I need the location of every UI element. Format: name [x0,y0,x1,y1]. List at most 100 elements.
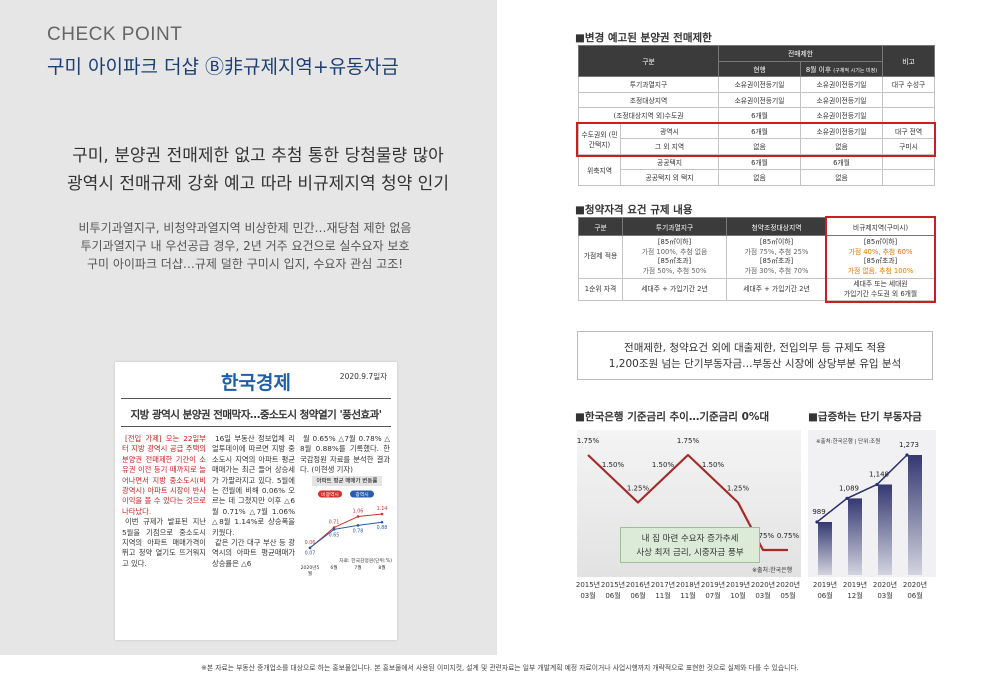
header-cell: 청약조정대상지역 [726,217,827,236]
row-label: 1순위 자격 [578,278,623,301]
header-cell: 전매제한 [718,45,884,62]
series-line [309,513,383,549]
newspaper-name: 한국경제 [221,372,291,394]
row-label: 투기과열지구 [577,76,720,93]
cell: 세대주 + 가입기간 2년 [726,278,827,301]
data-label: 0.75% [752,532,775,540]
cell-line: 가점 100%, 추첨 없음 [641,247,708,256]
point [815,520,819,524]
data-label: 1.50% [602,461,625,469]
x-tick-label: 6월 [330,566,338,571]
cell-line: 가점 30%, 추첨 70% [744,266,809,275]
footer: ※본 자료는 부동산 중개업소를 대상으로 하는 홍보물입니다. 본 홍보물에서… [201,664,799,672]
header-note: (구체적 시기는 미정) [833,67,878,74]
point [332,526,336,529]
article-paragraph: 같은 기간 대구 부산 등 광역시의 아파트 평균매매가 상승률은 △6 [212,538,295,568]
point [308,546,312,549]
header-cell: 8월 이후 (구체적 시기는 미정) [800,60,884,77]
group-label: 위축지역 [578,153,621,186]
data-label: 1.75% [677,437,700,445]
chart-note: ※출처:한국은행 [752,567,793,574]
x-tick-label: 2020년 05월 [775,581,801,600]
x-tick-label: 2019년 07월 [700,581,726,600]
x-tick-label: 2020년 03월 [872,581,898,600]
data-label: 0.07 [305,551,316,557]
headline-line: 광역시 전매규제 강화 예고 따라 비규제지역 청약 인기 [67,174,449,194]
header-cell: 구분 [577,45,720,77]
point [845,496,849,501]
body-line: 투기과열지구 내 우선공급 경우, 2년 거주 요건으로 실수요자 보호 [80,239,410,253]
header-cell: 비규제지역(구미시) [826,217,935,236]
data-label: 0.65 [329,532,340,538]
cell-line: [85㎡이하] [863,238,898,246]
mini-chart-title: 아파트 평균 매매가 변동률 [317,477,378,485]
data-label: 1.06 [353,509,364,515]
rule [121,398,391,399]
x-tick-label: 2020년 06월 [902,581,928,600]
cell: [85㎡이하] 가점 100%, 추첨 없음 [85㎡초과] 가점 50%, 추첨 5… [622,235,727,279]
header-text: 8월 이후 [805,65,832,74]
article-paragraph: 이번 규제가 발표된 지난 5월을 기점으로 중소도시 지역의 아파트 매매가격… [122,517,206,568]
series-line [309,521,383,549]
headline: 구미, 분양권 전매제한 없고 추첨 통한 당첨물량 많아 광역시 전매규제 강… [30,142,486,198]
data-label: 0.88 [377,525,388,531]
funds-chart-svg: 989 1,089 1,148 1,273 [812,441,922,575]
cell: 소유권이전등기일 [800,91,884,108]
summary-line: 전매제한, 청약요건 외에 대출제한, 전입의무 등 규제도 적용 [624,342,886,354]
cell: 소유권이전등기일 [800,107,884,124]
header-cell: 비고 [882,45,936,77]
subscription-table: 구분 투기과열지구 청약조정대상지역 비규제지역(구미시) 가점제 적용 [85㎡이하… [578,217,935,301]
cell-line: 세대주 또는 세대원 [853,280,908,288]
point [875,482,879,487]
data-label: 1.25% [627,485,650,493]
article-paragraph: 16일 부동산 정보업체 리얼투데이에 따르면 지방 중소도시 지역의 아파트 … [212,434,295,537]
rule [121,426,391,427]
header-cell: 투기과열지구 [622,217,727,236]
x-tick-label: 2016년 06월 [625,581,651,600]
body-line: 비투기과열지구, 비청약과열지역 비상한제 민간…재당첨 제한 없음 [78,221,412,235]
cell [882,169,936,186]
cell-line: [85㎡이하] [759,238,794,246]
summary-line: 1,200조원 넘는 단기부동자금…부동산 시장에 상당부분 유입 분석 [608,358,902,370]
data-label: 0.78 [353,528,364,534]
legend-label: 광역시 [355,491,368,498]
cell-line: 가입기간 수도권 외 6개월 [843,289,918,298]
data-label: 1,273 [899,441,919,449]
chart-title: ■급증하는 단기 부동자금 [808,411,922,423]
bar [848,498,862,575]
data-label: 0.06 [305,540,316,546]
article-column: 월 0.65% △7월 0.78% △8월 0.88%를 기록했다. 한국감정원… [300,434,390,476]
data-label: 1.50% [702,461,725,469]
news-clipping: 한국경제 2020.9.7일자 지방 광역시 분양권 전매막자…중소도시 청약열… [115,362,397,640]
bar [878,484,892,575]
callout: 내 집 마련 수요자 증가추세 사상 최저 금리, 시중자금 풍부 [620,527,760,563]
header-cell: 현행 [718,60,802,77]
cell: 소유권이전등기일 [800,76,884,93]
bar [818,522,832,575]
row-label: 가점제 적용 [578,235,623,279]
mini-title-box [312,476,382,486]
header-cell: 구분 [578,217,623,236]
x-tick-label: 2017년 11월 [650,581,676,600]
body-text: 비투기과열지구, 비청약과열지역 비상한제 민간…재당첨 제한 없음 투기과열지… [30,219,460,273]
data-label: 1,148 [869,470,889,478]
chart-source: 자료: 한국감정원(단위:%) [339,557,392,564]
cell-line: 가점 없음, 추첨 100% [847,266,914,275]
data-label: 0.75% [777,532,800,540]
data-label: 989 [812,508,825,516]
cell-line: 가점 50%, 추첨 50% [642,266,707,275]
body-line: 구미 아이파크 더샵…규제 덜한 구미시 입지, 수요자 관심 고조! [86,257,404,271]
x-tick-label: 2015년 03월 [575,581,601,600]
row-label: 조정대상지역 [577,91,720,108]
data-label: 0.71 [329,520,340,526]
group-label: 수도권외 (민간택지) [578,122,621,155]
clipping-date: 2020.9.7일자 [339,372,387,381]
chart-title: ■한국은행 기준금리 추이…기준금리 0%대 [575,411,770,423]
data-label: 1.50% [652,461,675,469]
rate-chart: 1.75% 1.50% 1.25% 1.50% 1.75% 1.50% 1.25% 0.75%… [575,430,801,602]
kicker: CHECK POINT [47,24,183,45]
row-label: (조정대상지역 외)수도권 [577,107,720,124]
